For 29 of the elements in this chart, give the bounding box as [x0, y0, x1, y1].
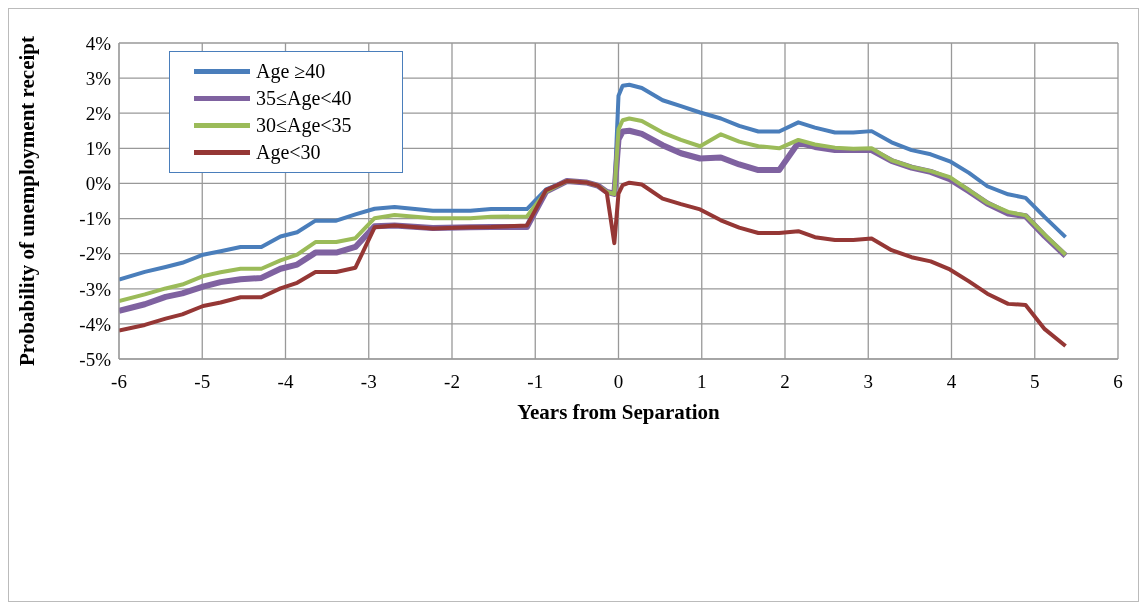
x-tick-label: 1 — [697, 371, 707, 393]
y-tick-label: -4% — [79, 313, 112, 335]
legend-label: Age ≥40 — [256, 60, 326, 83]
y-tick-label: 2% — [85, 102, 112, 124]
x-tick-label: 4 — [946, 371, 957, 393]
x-tick-label: -1 — [527, 371, 544, 393]
y-tick-label: 3% — [85, 67, 112, 89]
y-tick-label: -1% — [79, 208, 112, 230]
legend-label: 35≤Age<40 — [256, 87, 352, 110]
x-tick-label: 5 — [1030, 371, 1040, 393]
y-tick-label: 0% — [85, 173, 112, 195]
x-tick-label: 6 — [1113, 371, 1123, 393]
legend-label: Age<30 — [256, 141, 321, 164]
x-tick-label: -3 — [360, 371, 377, 393]
x-axis-title: Years from Separation — [517, 400, 721, 424]
x-tick-label: -6 — [111, 371, 127, 393]
y-tick-label: 1% — [85, 138, 112, 160]
x-tick-label: -4 — [277, 371, 294, 393]
x-tick-label: 0 — [613, 371, 624, 393]
y-tick-label: -2% — [79, 243, 112, 265]
x-tick-label: -2 — [444, 371, 460, 393]
x-tick-label: -5 — [194, 371, 211, 393]
x-tick-label: 2 — [780, 371, 790, 393]
legend-label: 30≤Age<35 — [256, 114, 352, 137]
y-tick-label: -5% — [79, 348, 112, 370]
x-tick-label: 3 — [863, 371, 873, 393]
y-tick-label: 4% — [85, 32, 112, 54]
y-axis-title: Probability of unemployment receipt — [15, 36, 40, 366]
y-tick-label: -3% — [79, 278, 112, 300]
